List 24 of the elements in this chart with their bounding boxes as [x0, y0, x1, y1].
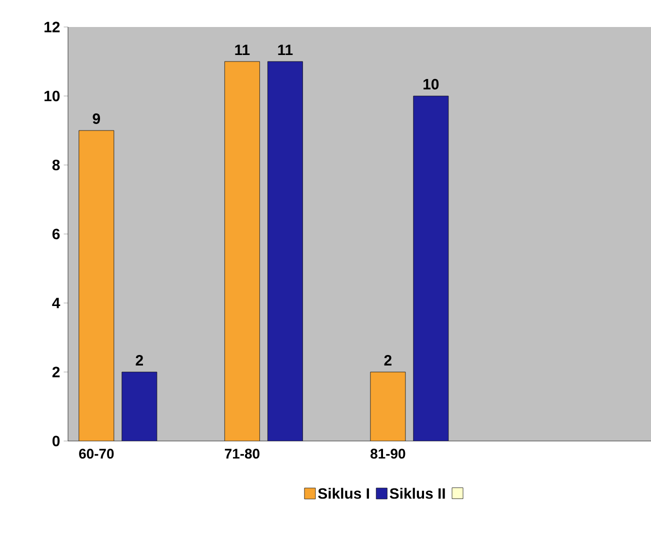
- data-label: 10: [424, 78, 439, 90]
- data-label: 9: [92, 113, 100, 124]
- data-label: 11: [235, 44, 250, 55]
- x-tick-label: 81-90: [370, 448, 406, 459]
- bar: [268, 61, 303, 441]
- y-tick-label: 4: [52, 298, 60, 308]
- data-label: 11: [278, 44, 293, 55]
- data-label: 2: [384, 355, 392, 366]
- y-tick-label: 12: [44, 22, 60, 32]
- x-tick-label: 60-70: [79, 448, 114, 459]
- bar: [370, 372, 406, 441]
- x-tick-label: 71-80: [224, 448, 260, 459]
- bar: [78, 130, 114, 441]
- legend-label: Siklus I: [318, 488, 369, 499]
- data-label: 2: [136, 355, 143, 366]
- y-tick-label: 10: [44, 90, 60, 102]
- y-tick-label: 0: [52, 436, 60, 446]
- bar: [413, 96, 449, 441]
- bar: [122, 372, 157, 441]
- y-tick-label: 2: [52, 366, 60, 378]
- y-tick-label: 8: [52, 160, 60, 170]
- y-tick-label: 6: [52, 228, 60, 240]
- bar: [224, 61, 260, 441]
- legend-label: Siklus II: [390, 488, 445, 499]
